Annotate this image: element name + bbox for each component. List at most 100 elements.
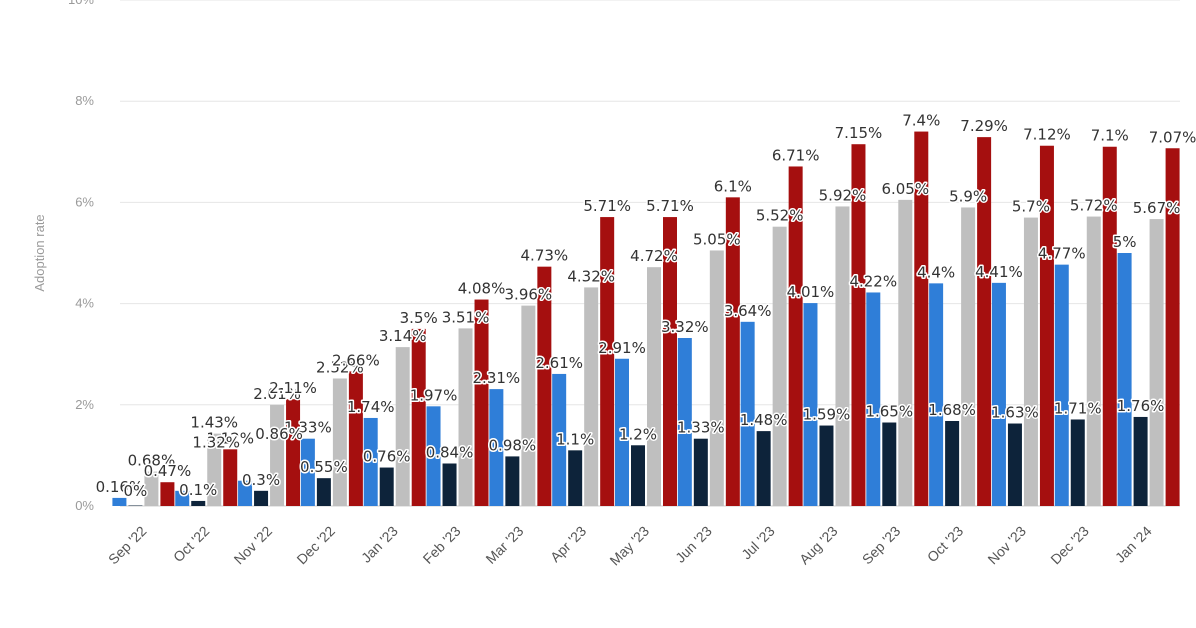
bar [898, 199, 913, 506]
data-label: 0.16% [96, 478, 144, 496]
data-label: 1.43% [190, 414, 238, 432]
bar [851, 144, 866, 506]
data-label: 7.07% [1149, 128, 1196, 146]
data-label: 4.01% [787, 283, 835, 301]
data-label: 1.63% [991, 404, 1039, 422]
bar [882, 422, 897, 506]
bar [1086, 216, 1101, 506]
data-label: 1.33% [677, 419, 725, 437]
data-label: 3.64% [724, 302, 772, 320]
bar [270, 404, 285, 506]
y-axis-tick-labels: 0% 2% 4% 6% 8% 10% [68, 0, 94, 513]
data-label: 7.4% [902, 112, 940, 130]
data-labels: 0.16%0% 0.68%0.47%0.1% 1.43%1.12% 0.3% 2.01%… [94, 110, 1196, 501]
bar [756, 431, 771, 506]
bar [803, 303, 818, 506]
x-tick-label: May '23 [606, 523, 652, 569]
bar [316, 478, 331, 506]
bar [489, 389, 504, 506]
data-label: 2.66% [332, 351, 380, 369]
data-label: 5.67% [1133, 199, 1181, 217]
data-label: 2.61% [535, 354, 583, 372]
bar [207, 433, 222, 506]
bar [537, 266, 552, 506]
data-label: 4.08% [458, 280, 506, 298]
data-label: 4.22% [849, 272, 897, 290]
data-label: 7.12% [1023, 126, 1071, 144]
bar [379, 467, 394, 506]
data-label: 5% [1113, 233, 1137, 251]
data-label: 6.1% [714, 177, 752, 195]
data-label: 5.71% [646, 197, 694, 215]
bar [426, 406, 441, 506]
bar [647, 267, 661, 506]
bar [1070, 419, 1085, 506]
data-label: 3.51% [442, 308, 490, 326]
bar [1039, 145, 1054, 506]
bar [740, 321, 755, 506]
bar [1054, 264, 1069, 506]
bar [112, 497, 127, 506]
bar [1023, 217, 1038, 506]
data-label: 1.2% [619, 425, 657, 443]
bar [552, 373, 567, 506]
bar [1149, 219, 1164, 506]
x-tick-label: Dec '23 [1047, 523, 1092, 568]
data-label: 1.97% [410, 386, 458, 404]
data-label: 1.33% [284, 419, 332, 437]
x-tick-label: Oct '23 [924, 523, 967, 566]
y-tick-label: 10% [68, 0, 94, 7]
bar [945, 420, 960, 506]
bar [914, 131, 929, 506]
data-label: 3.14% [379, 327, 427, 345]
data-label: 6.05% [881, 180, 929, 198]
bar [819, 425, 834, 506]
bar [663, 217, 677, 506]
x-tick-label: Mar '23 [482, 523, 526, 567]
data-label: 1.32% [192, 434, 240, 452]
data-label: 4.77% [1038, 245, 1086, 263]
x-tick-label: Oct '22 [170, 523, 213, 566]
data-label: 0.68% [128, 452, 176, 470]
y-tick-label: 8% [75, 93, 94, 108]
bar [458, 328, 473, 506]
data-label: 1.76% [1117, 397, 1165, 415]
data-label: 3.5% [400, 309, 438, 327]
bar [128, 505, 143, 506]
data-label: 2.91% [598, 339, 646, 357]
bar [1117, 253, 1132, 506]
bar [677, 338, 692, 506]
bar [521, 305, 536, 506]
data-label: 1.65% [865, 403, 913, 421]
data-label: 4.4% [917, 263, 955, 281]
data-label: 2.52% [316, 358, 364, 376]
data-label: 5.71% [583, 197, 631, 215]
data-label: 4.32% [567, 267, 615, 285]
bar [363, 417, 378, 506]
x-tick-label: Apr '23 [547, 523, 590, 566]
data-label: 2.11% [269, 379, 317, 397]
y-tick-label: 4% [75, 296, 94, 311]
data-label: 3.32% [661, 318, 709, 336]
x-tick-label: Nov '23 [984, 523, 1029, 568]
bar [223, 449, 238, 506]
data-label: 1.74% [347, 398, 395, 416]
bar [1007, 423, 1022, 506]
bar [175, 490, 190, 506]
bar [709, 250, 724, 506]
bar [788, 166, 803, 506]
bar [254, 490, 269, 506]
data-label: 7.1% [1091, 127, 1129, 145]
bar [474, 299, 489, 506]
bar [961, 207, 976, 506]
data-label: 1.68% [928, 401, 976, 419]
bar [631, 445, 645, 506]
data-label: 1.71% [1054, 399, 1102, 417]
data-label: 4.73% [521, 247, 569, 265]
bar [442, 463, 457, 506]
bar [160, 482, 175, 506]
x-tick-label: Jan '24 [1112, 523, 1155, 566]
data-label: 1.48% [740, 411, 788, 429]
data-label: 5.7% [1012, 198, 1050, 216]
